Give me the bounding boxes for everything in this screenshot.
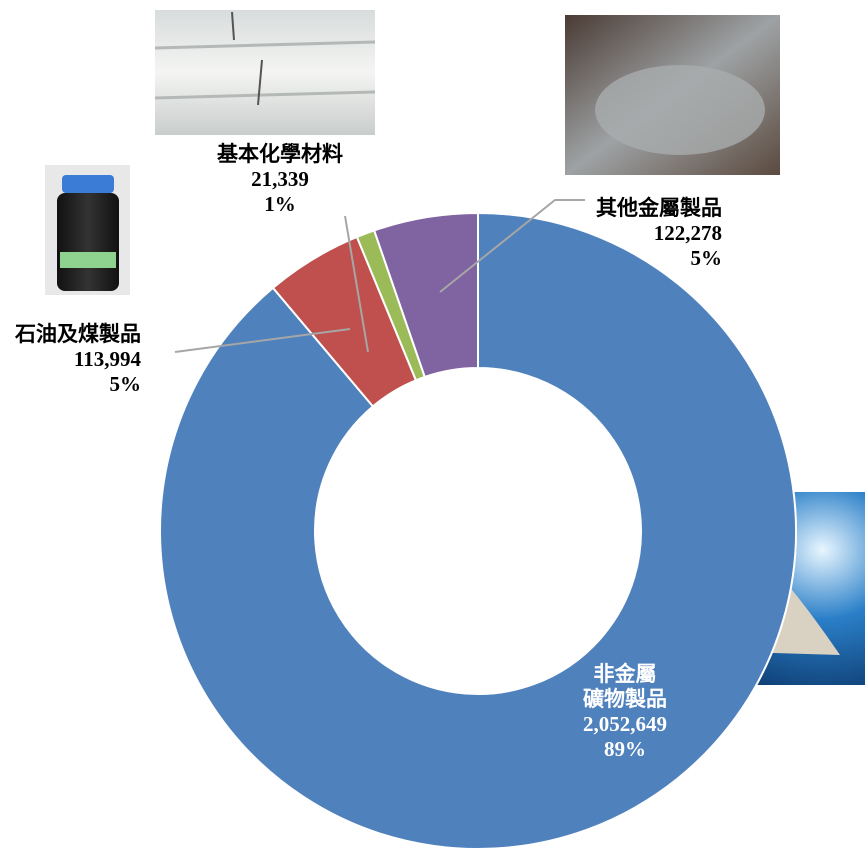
leader-line <box>174 328 351 353</box>
percent-label: 5% <box>690 246 723 270</box>
value-label: 2,052,649 <box>583 712 667 736</box>
percent-label: 1% <box>264 192 296 216</box>
value-label: 122,278 <box>653 221 722 245</box>
donut-slice <box>159 211 797 850</box>
percent-label: 5% <box>109 372 142 396</box>
category-label: 石油及煤製品 <box>15 322 141 346</box>
value-label: 113,994 <box>73 347 141 371</box>
category-label: 基本化學材料 <box>217 142 343 166</box>
slice-label: 其他金屬製品 122,278 5% <box>560 196 722 271</box>
photo-jar <box>45 165 130 295</box>
category-label: 非金屬 礦物製品 <box>583 662 667 711</box>
category-label: 其他金屬製品 <box>596 196 722 220</box>
leader-line <box>439 199 585 293</box>
slice-label: 石油及煤製品 113,994 5% <box>0 322 141 397</box>
percent-label: 89% <box>604 737 646 761</box>
photo-dirt <box>565 15 780 175</box>
slice-label: 基本化學材料 21,339 1% <box>190 142 370 217</box>
donut-slice <box>372 211 479 379</box>
slice-label: 非金屬 礦物製品 2,052,649 89% <box>555 662 695 762</box>
leader-line <box>344 215 369 353</box>
photo-pipes <box>154 10 376 135</box>
value-label: 21,339 <box>251 167 309 191</box>
